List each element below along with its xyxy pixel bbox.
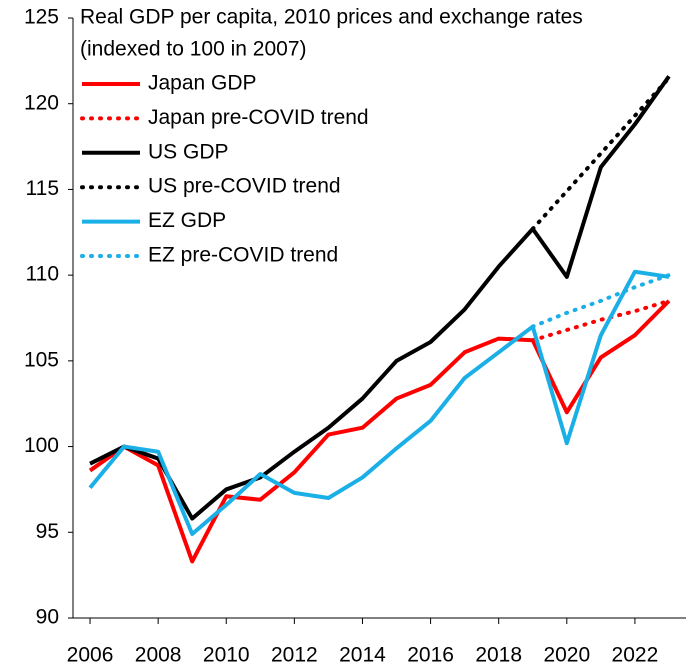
x-tick-label: 2010	[203, 644, 250, 667]
legend-label: US pre-COVID trend	[148, 175, 341, 198]
y-tick-label: 105	[24, 348, 59, 371]
legend-label: US GDP	[148, 140, 229, 163]
legend-label: EZ pre-COVID trend	[148, 244, 338, 267]
x-tick-label: 2022	[612, 644, 659, 667]
series-line	[530, 298, 671, 343]
legend-label: Japan GDP	[148, 72, 257, 95]
x-tick-label: 2008	[135, 644, 182, 667]
legend-label: Japan pre-COVID trend	[148, 106, 369, 129]
y-tick-label: 110	[26, 263, 59, 286]
x-tick-label: 2006	[67, 644, 114, 667]
legend-label: EZ GDP	[148, 209, 226, 232]
y-tick-label: 125	[24, 6, 59, 29]
y-tick-label: 90	[36, 606, 59, 629]
series-line	[88, 299, 671, 564]
y-tick-label: 120	[24, 91, 59, 114]
x-tick-label: 2020	[543, 644, 590, 667]
chart-subtitle: (indexed to 100 in 2007)	[80, 38, 307, 61]
series-line	[88, 269, 670, 536]
series-line	[530, 273, 671, 329]
y-tick-label: 115	[26, 177, 59, 200]
x-tick-label: 2014	[339, 644, 386, 667]
series-line	[89, 75, 671, 521]
x-tick-label: 2016	[407, 644, 454, 667]
x-tick-label: 2018	[475, 644, 522, 667]
series-line	[530, 76, 671, 231]
chart-title: Real GDP per capita, 2010 prices and exc…	[80, 6, 583, 29]
y-tick-label: 95	[36, 520, 59, 543]
y-tick-label: 100	[24, 434, 59, 457]
x-tick-label: 2012	[271, 644, 318, 667]
